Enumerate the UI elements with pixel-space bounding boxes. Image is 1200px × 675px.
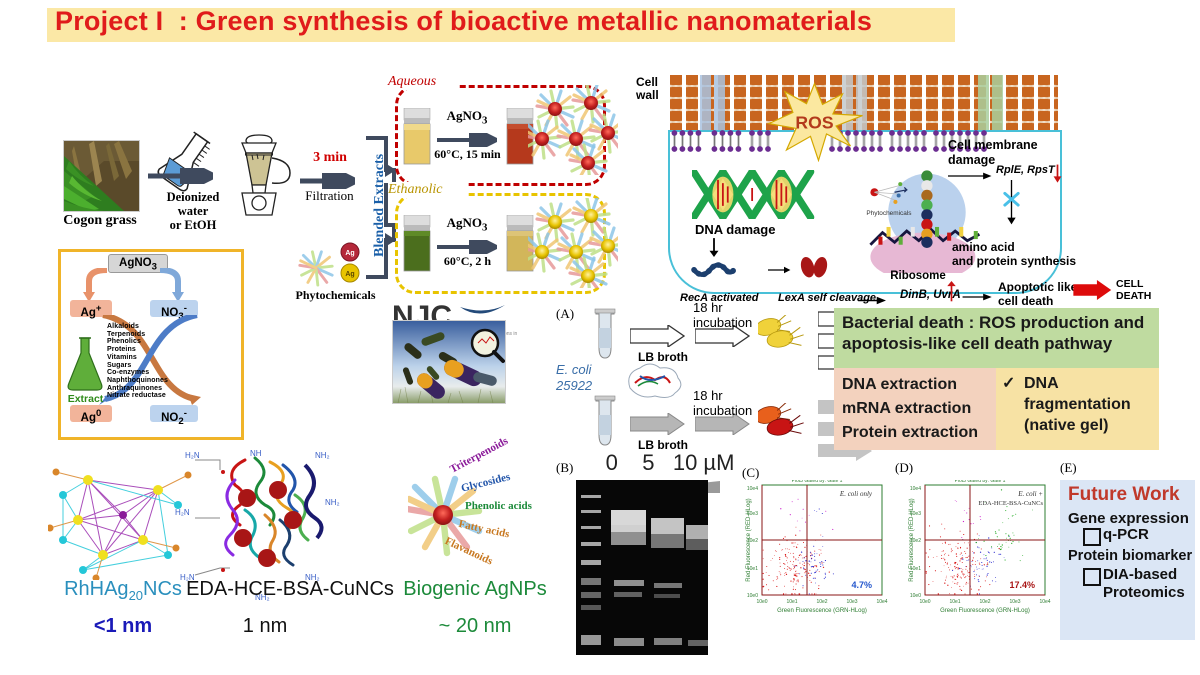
svg-text:NH: NH	[250, 450, 262, 458]
svg-text:10e3: 10e3	[846, 599, 857, 605]
svg-text:NH₂: NH₂	[325, 498, 340, 507]
svg-text:10e2: 10e2	[979, 599, 990, 605]
svg-text:NH₂: NH₂	[315, 451, 330, 460]
svg-text:10e4: 10e4	[910, 486, 921, 492]
svg-text:4.7%: 4.7%	[851, 580, 872, 590]
svg-text:Ag: Ag	[345, 250, 354, 257]
svg-text:17.4%: 17.4%	[1009, 580, 1035, 590]
svg-text:Green Fluorescence (GRN-HLog): Green Fluorescence (GRN-HLog)	[777, 608, 867, 614]
svg-text:EDA-HCE-BSA-CuNCs: EDA-HCE-BSA-CuNCs	[978, 500, 1043, 507]
svg-text:Red Fluorescence (RED-HLog): Red Fluorescence (RED-HLog)	[909, 498, 915, 581]
svg-text:E. coli only: E. coli only	[839, 490, 873, 498]
svg-text:10e4: 10e4	[876, 599, 887, 605]
svg-text:10e3: 10e3	[1009, 599, 1020, 605]
svg-text:Green Fluorescence (GRN-HLog): Green Fluorescence (GRN-HLog)	[940, 608, 1030, 614]
svg-text:E. coli +: E. coli +	[1017, 490, 1043, 498]
svg-text:10e4: 10e4	[747, 486, 758, 492]
svg-text:Phytochemicals: Phytochemicals	[866, 210, 911, 217]
svg-text:H₂N: H₂N	[175, 508, 190, 517]
svg-text:10e0: 10e0	[756, 599, 767, 605]
svg-text:10e4: 10e4	[1039, 599, 1050, 605]
svg-text:10e1: 10e1	[786, 599, 797, 605]
svg-text:H₂N: H₂N	[185, 451, 200, 460]
svg-text:10e0: 10e0	[919, 599, 930, 605]
svg-text:Plot3 Gated by: Gate 1: Plot3 Gated by: Gate 1	[792, 480, 843, 484]
svg-text:Red Fluorescence (RED-HLog): Red Fluorescence (RED-HLog)	[746, 498, 752, 581]
svg-text:10e2: 10e2	[816, 599, 827, 605]
svg-text:Plot3 Gated by: Gate 1: Plot3 Gated by: Gate 1	[955, 480, 1006, 484]
svg-text:10e1: 10e1	[949, 599, 960, 605]
svg-text:Ag: Ag	[345, 271, 354, 278]
svg-text:ROS: ROS	[795, 112, 833, 132]
